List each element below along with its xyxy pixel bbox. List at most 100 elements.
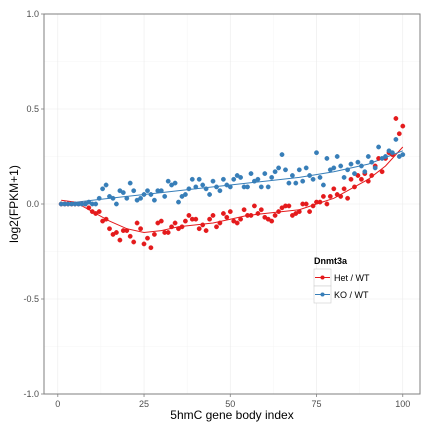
ko-wt-point [196,176,202,182]
ko-wt-point [131,188,137,194]
het-wt-point [107,226,112,232]
het-wt-point [324,201,330,207]
ko-wt-point [148,192,154,197]
ko-wt-point [214,184,219,190]
het-wt-point [217,220,223,226]
het-wt-point [127,233,133,239]
ko-wt-point [334,154,340,159]
ko-wt-point [114,201,119,207]
y-tick-label: 1.0 [26,9,39,19]
ko-wt-point [186,186,192,192]
het-wt-point [96,209,102,215]
het-wt-point [131,239,137,245]
ko-wt-point [345,167,350,173]
ko-wt-point [245,184,250,190]
trend-line [61,146,404,234]
legend-label-het-wt: Het / WT [334,273,370,283]
ko-wt-point [320,182,326,188]
legend-key-point [320,292,325,297]
het-wt-point [303,201,309,207]
het-wt-point [345,195,350,201]
legend-title: Dnmt3a [314,256,348,266]
ko-wt-point [165,178,171,184]
ko-wt-point [310,176,316,182]
ko-wt-point [286,180,292,186]
ko-wt-point [262,171,268,177]
het-wt-point [317,199,323,205]
ko-wt-point [324,155,330,161]
het-wt-point [141,241,147,247]
ko-wt-point [314,150,319,156]
ko-wt-point [127,180,133,186]
ko-wt-point [331,165,337,171]
het-wt-point [379,169,385,175]
het-wt-point [341,186,347,192]
ko-wt-point [352,171,357,177]
het-wt-point [134,220,140,226]
het-wt-point [200,222,206,228]
x-tick-label: 50 [225,399,235,409]
ko-wt-point [265,184,271,190]
y-tick-label: 0.0 [26,199,39,209]
ko-wt-point [276,165,281,171]
het-wt-point [241,207,247,213]
ko-wt-point [110,195,116,201]
x-tick-label: 25 [139,399,149,409]
het-wt-point [272,212,278,218]
x-tick-label: 75 [312,399,322,409]
ko-wt-point [151,197,157,203]
het-wt-point [169,224,175,230]
het-wt-point [352,184,357,190]
ko-wt-point [100,186,106,192]
ko-wt-point [369,159,375,165]
het-wt-point [348,176,354,182]
ko-wt-point [303,165,309,171]
ko-wt-point [365,154,371,159]
y-tick-label: 0.5 [26,104,39,114]
het-wt-point [172,220,178,226]
ko-wt-point [220,176,226,182]
ko-wt-point [355,159,361,165]
het-wt-point [148,245,154,251]
het-wt-point [276,209,281,215]
ko-wt-point [272,169,278,175]
ko-wt-point [120,190,126,196]
ko-wt-point [231,176,237,182]
ko-wt-point [207,192,213,197]
het-wt-point [210,212,216,218]
ko-wt-point [93,201,99,207]
het-wt-point [331,186,337,192]
ko-wt-point [258,184,264,190]
legend-label-ko-wt: KO / WT [334,290,369,300]
ko-wt-point [210,178,216,184]
het-wt-point [307,209,312,215]
ko-wt-point [300,178,306,184]
het-wt-point [182,218,188,224]
ko-wt-point [279,152,285,158]
het-wt-point [103,216,109,222]
legend: Dnmt3a Het / WT KO / WT [313,256,370,304]
ko-wt-point [103,182,109,188]
ko-wt-point [296,167,302,173]
het-wt-point [214,224,219,230]
ko-wt-point [376,144,381,150]
het-wt-point [179,224,185,230]
het-wt-point [310,203,316,209]
het-wt-point [138,226,144,232]
het-wt-point [165,230,171,235]
het-wt-point [255,211,261,216]
ko-wt-point [238,174,244,180]
het-wt-point [400,123,406,129]
het-wt-point [124,228,130,234]
het-wt-point [238,216,244,222]
het-wt-point [207,216,213,222]
het-wt-point [86,205,92,211]
het-wt-point [327,193,333,199]
het-wt-point [369,173,375,178]
ko-wt-point [227,184,233,190]
y-tick-label: -0.5 [23,294,39,304]
het-wt-point [358,176,364,182]
ko-wt-point [141,192,147,197]
axis-ticks: 0 25 50 75 100 -1.0 -0.5 0.0 0.5 1.0 [23,9,410,409]
